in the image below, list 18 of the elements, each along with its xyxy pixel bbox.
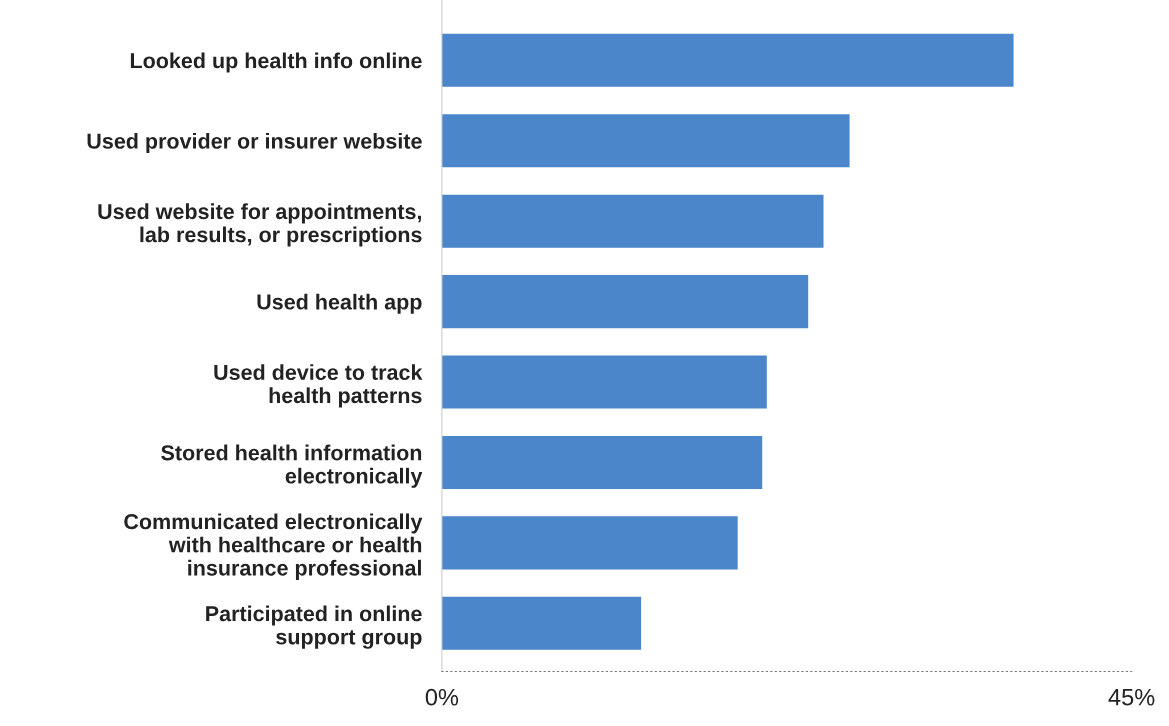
y-tick-label: Used website for appointments, lab results, or prescriptions — [98, 203, 422, 247]
y-tick-label: Communicated electronically with healthcare or health insurance professional — [124, 513, 423, 580]
bar — [441, 596, 642, 650]
bar — [441, 33, 1014, 87]
y-tick-label: Used health app — [257, 293, 422, 314]
bar — [441, 194, 824, 248]
bar — [441, 355, 767, 409]
y-tick-label: Used provider or insurer website — [87, 132, 422, 154]
x-tick-label: 45% — [1108, 688, 1155, 706]
y-tick-label: Used device to track health patterns — [214, 364, 423, 408]
bar — [441, 516, 738, 570]
y-tick-label: Looked up health info online — [130, 52, 422, 73]
bar — [441, 114, 850, 168]
bar — [441, 435, 763, 489]
y-tick-label: Stored health information electronically — [161, 444, 423, 488]
bar — [441, 275, 809, 329]
x-tick-label: 0% — [425, 688, 459, 706]
y-tick-label: Participated in online support group — [206, 605, 422, 649]
